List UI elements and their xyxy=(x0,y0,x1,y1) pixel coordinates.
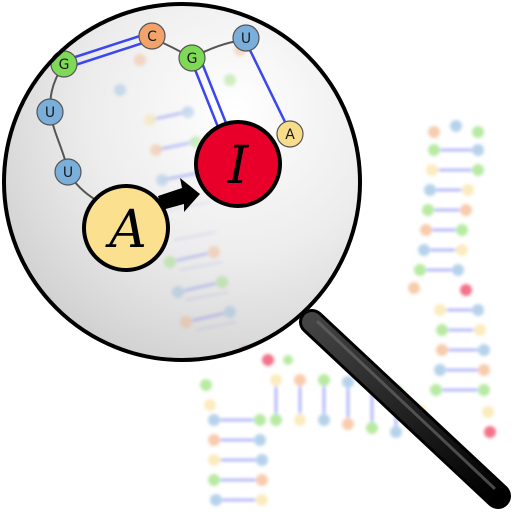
magnifier-lens: G C G U U U A A xyxy=(4,4,360,360)
nucleotide-label: A xyxy=(285,127,295,143)
nucleotide-a-right: A xyxy=(277,121,303,147)
nucleotide-u-top-right: U xyxy=(233,25,259,51)
nucleotide-label: U xyxy=(241,31,251,47)
inosine-circle: I xyxy=(196,122,280,206)
magnifier-handle xyxy=(312,322,498,496)
nucleotide-label: G xyxy=(59,57,70,73)
nucleotide-label: C xyxy=(147,29,157,45)
nucleotide-c-top: C xyxy=(139,23,165,49)
nucleotide-u-left-upper: U xyxy=(37,99,63,125)
nucleotide-label: U xyxy=(63,165,73,181)
nucleotide-label: G xyxy=(187,51,198,67)
nucleotide-u-left-lower: U xyxy=(55,159,81,185)
nucleotide-g-top: G xyxy=(179,45,205,71)
inosine-label: I xyxy=(227,136,250,196)
nucleotide-label: U xyxy=(45,105,55,121)
adenosine-label: A xyxy=(105,200,147,260)
adenosine-circle: A xyxy=(84,186,168,270)
